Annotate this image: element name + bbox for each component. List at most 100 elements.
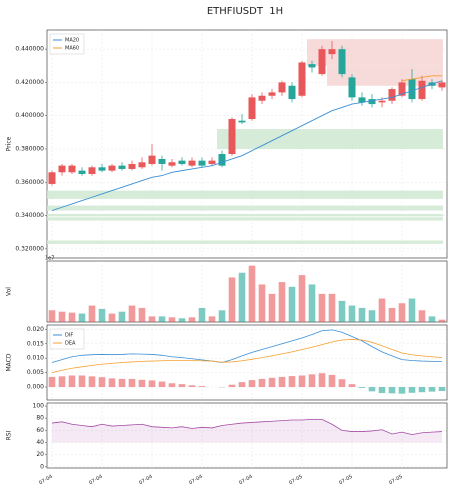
ma-line xyxy=(51,80,443,211)
macd-bar xyxy=(78,375,86,388)
volume-bar xyxy=(148,316,156,322)
x-tick-label: 07-05 xyxy=(338,474,354,486)
volume-bar xyxy=(258,284,266,322)
macd-bar xyxy=(148,380,156,388)
panel-frame xyxy=(46,29,448,259)
macd-bar xyxy=(398,387,406,394)
candle-body xyxy=(408,79,416,100)
macd-bar xyxy=(388,387,396,394)
x-tick-label: 07-04 xyxy=(238,474,254,486)
volume-bar xyxy=(108,313,116,322)
volume-bar xyxy=(318,293,326,322)
candle-body xyxy=(398,82,406,96)
macd-bar xyxy=(138,379,146,388)
macd-bar xyxy=(298,375,306,388)
macd-line xyxy=(51,339,443,373)
macd-bar xyxy=(308,374,316,388)
candle-body xyxy=(348,77,356,98)
y-tick-label: 0.005 xyxy=(27,369,44,376)
volume-bar xyxy=(438,319,446,322)
macd-bar xyxy=(288,376,296,388)
chart-title: ETHFIUSDT 1H xyxy=(207,6,283,17)
x-tick-label: 07-05 xyxy=(288,474,304,486)
y-tick-label: 20 xyxy=(36,451,44,458)
candle-body xyxy=(218,153,226,166)
y-tick-label: 0.000 xyxy=(27,384,44,391)
y-tick-label: 100 xyxy=(33,403,45,410)
volume-bar xyxy=(118,311,126,322)
zone xyxy=(47,205,443,211)
y-axis-label: MACD xyxy=(6,353,13,371)
zone xyxy=(217,129,443,149)
candle-body xyxy=(258,95,266,101)
macd-bar xyxy=(198,386,206,388)
macd-bar xyxy=(268,377,276,388)
x-tick-label: 07-04 xyxy=(88,474,104,486)
y-tick-label: 0.015 xyxy=(27,340,44,347)
candle-body xyxy=(158,158,166,164)
candle-body xyxy=(78,170,86,174)
y-tick-label: 0.340000 xyxy=(15,212,44,219)
legend-label: MA60 xyxy=(65,46,79,52)
y-tick-label: 60 xyxy=(36,427,44,434)
macd-bar xyxy=(328,374,336,388)
legend-label: DIF xyxy=(65,333,73,339)
volume-bar xyxy=(298,275,306,322)
macd-bar xyxy=(338,379,346,388)
macd-line xyxy=(51,329,443,363)
y-tick-label: 0.420000 xyxy=(15,79,44,86)
volume-bar xyxy=(378,298,386,322)
volume-bar xyxy=(268,293,276,322)
y-tick-label: 0.320000 xyxy=(15,245,44,252)
y-tick-label: 0.020 xyxy=(27,326,44,333)
x-tick-label: 07-04 xyxy=(38,474,54,486)
candle-body xyxy=(338,49,346,75)
volume-bar xyxy=(328,293,336,322)
candle-body xyxy=(188,160,196,166)
volume-bar xyxy=(418,310,426,322)
candle-body xyxy=(108,165,116,171)
y-tick-label: 40 xyxy=(36,439,44,446)
candle-body xyxy=(418,80,426,100)
macd-bar xyxy=(68,375,76,388)
macd-bar xyxy=(258,378,266,388)
volume-bar xyxy=(88,305,96,322)
candle-body xyxy=(138,162,146,168)
volume-bar xyxy=(98,308,106,322)
candle-body xyxy=(288,85,296,100)
macd-bar xyxy=(248,380,256,388)
candle-body xyxy=(168,162,176,166)
x-tick-label: 07-05 xyxy=(388,474,404,486)
volume-bar xyxy=(388,307,396,322)
zone xyxy=(47,217,443,221)
volume-bar xyxy=(288,286,296,322)
zone xyxy=(47,213,443,217)
y-axis-label: Price xyxy=(6,136,13,151)
y-tick-label: 0.010 xyxy=(27,355,44,362)
volume-bar xyxy=(208,316,216,322)
macd-bar xyxy=(128,378,136,388)
y-tick-label: 0.400000 xyxy=(15,112,44,119)
candle-body xyxy=(278,82,286,93)
macd-bar xyxy=(88,376,96,388)
macd-bar xyxy=(438,387,446,392)
panel-frame xyxy=(46,402,448,469)
y-axis-label: RSI xyxy=(6,430,13,440)
candle-body xyxy=(438,82,446,88)
macd-bar xyxy=(358,387,366,388)
volume-bar xyxy=(48,310,56,322)
macd-bar xyxy=(58,376,66,388)
candle-body xyxy=(148,155,156,164)
legend-box xyxy=(49,33,85,55)
macd-bar xyxy=(378,387,386,394)
volume-bar xyxy=(188,317,196,322)
candle-body xyxy=(178,160,186,164)
rsi-line xyxy=(51,419,443,435)
macd-bar xyxy=(238,382,246,388)
volume-bar xyxy=(58,311,66,322)
candle-body xyxy=(98,167,106,171)
macd-bar xyxy=(278,376,286,388)
y-tick-label: 0.380000 xyxy=(15,145,44,152)
legend-box xyxy=(49,328,85,350)
zone xyxy=(47,240,443,244)
